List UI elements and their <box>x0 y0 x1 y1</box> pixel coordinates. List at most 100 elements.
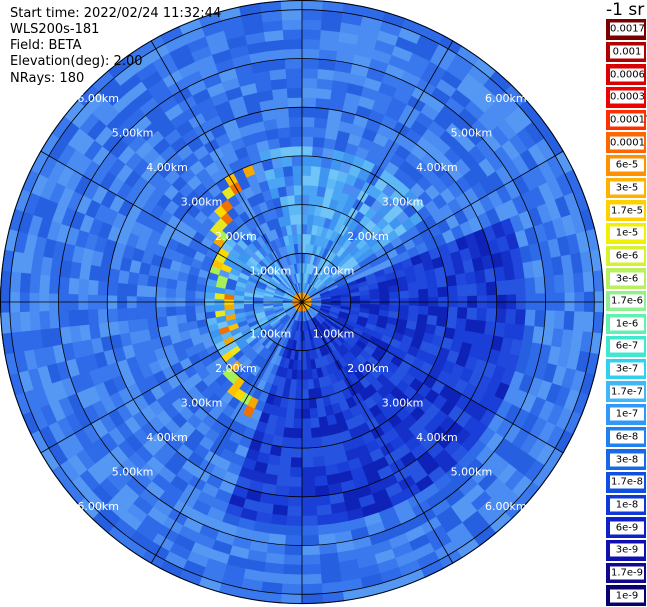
backscatter-cell <box>286 515 303 527</box>
colorbar-tick-label: 3e-6 <box>610 272 644 285</box>
backscatter-cell <box>87 279 99 296</box>
backscatter-cell <box>185 312 197 323</box>
colorbar-swatch: 0.001 <box>605 40 647 64</box>
backscatter-cell <box>543 310 556 329</box>
backscatter-cell <box>301 155 313 167</box>
backscatter-cell <box>573 311 585 332</box>
backscatter-cell <box>233 303 245 310</box>
backscatter-cell <box>388 304 400 313</box>
backscatter-cell <box>294 398 303 410</box>
backscatter-cell <box>295 214 303 225</box>
backscatter-cell <box>418 305 429 316</box>
backscatter-cell <box>29 310 41 331</box>
backscatter-cell <box>543 275 556 294</box>
colorbar-tick-label: 1e-6 <box>610 317 644 331</box>
backscatter-cell <box>314 485 330 497</box>
backscatter-cell <box>563 273 575 294</box>
backscatter-cell <box>275 117 291 129</box>
backscatter-cell <box>301 204 310 215</box>
backscatter-cell <box>436 316 448 328</box>
backscatter-cell <box>313 465 327 478</box>
range-ring-label: 3.00km <box>382 397 424 410</box>
backscatter-cell <box>297 243 303 254</box>
range-ring-label: 5.00km <box>451 127 493 140</box>
backscatter-cell <box>301 340 306 351</box>
backscatter-cell <box>301 428 312 439</box>
colorbar-tick-label: 3e-7 <box>610 362 644 376</box>
backscatter-cell <box>282 427 294 439</box>
backscatter-cell <box>195 311 207 321</box>
backscatter-cell <box>288 486 303 498</box>
colorbar-swatch: 1e-6 <box>605 312 647 336</box>
backscatter-cell <box>155 286 167 298</box>
backscatter-cell <box>505 308 517 325</box>
backscatter-cell <box>301 58 320 70</box>
colorbar-swatch: 1e-9 <box>605 584 647 607</box>
backscatter-cell <box>290 457 303 468</box>
backscatter-cell <box>296 223 303 235</box>
backscatter-cell <box>156 276 168 288</box>
backscatter-cell <box>284 48 303 60</box>
backscatter-cell <box>136 307 148 320</box>
backscatter-cell <box>310 427 322 439</box>
backscatter-cell <box>184 289 196 299</box>
backscatter-cell <box>436 276 448 288</box>
backscatter-cell <box>292 418 303 429</box>
colorbar-swatch: 1.7e-7 <box>605 380 647 404</box>
field-text: Field: BETA <box>10 38 82 53</box>
backscatter-cell <box>280 446 293 458</box>
backscatter-cell <box>77 309 90 326</box>
backscatter-cell <box>282 165 294 177</box>
range-ring-label: 1.00km <box>250 264 292 277</box>
colorbar-tick-label: 1e-5 <box>610 226 644 240</box>
backscatter-cell <box>534 309 546 328</box>
backscatter-cell <box>445 317 458 330</box>
backscatter-cell <box>19 272 31 293</box>
polar-grid: 1.00km 2.00km 3.00km 4.00km 5.00km 6.00km 1.00… <box>0 0 604 604</box>
colorbar-tick-label: 0.001 <box>610 45 644 59</box>
backscatter-cell <box>292 428 303 439</box>
backscatter-cell <box>301 534 320 546</box>
backscatter-cell <box>301 437 313 449</box>
backscatter-cell <box>294 204 303 215</box>
backscatter-cell <box>273 494 289 507</box>
azimuth-spoke <box>301 40 454 303</box>
backscatter-cell <box>301 9 323 21</box>
backscatter-cell <box>126 307 138 321</box>
backscatter-cell <box>269 68 287 81</box>
backscatter-cell <box>485 281 497 296</box>
backscatter-cell <box>293 408 303 420</box>
colorbar-tick-label: 1.7e-8 <box>610 475 644 489</box>
backscatter-cell <box>286 194 296 206</box>
backscatter-cell <box>204 304 216 313</box>
colorbar-tick-label: 6e-7 <box>610 339 644 353</box>
colorbar-swatch: 6e-5 <box>605 153 647 177</box>
colorbar-tick-label: 1.7e-9 <box>610 566 644 580</box>
backscatter-cell <box>38 274 51 294</box>
backscatter-cell <box>447 285 459 298</box>
colorbar-tick-label: 1.7e-6 <box>610 294 644 308</box>
backscatter-cell <box>9 311 22 333</box>
colorbar-swatch: 1.7e-6 <box>605 289 647 313</box>
backscatter-cell <box>456 307 468 320</box>
backscatter-cell <box>271 504 288 517</box>
backscatter-cell <box>146 317 159 330</box>
colorbar-tick-label: 3e-8 <box>610 453 644 467</box>
range-ring-label: 6.00km <box>77 92 119 105</box>
backscatter-cell <box>175 305 186 316</box>
backscatter-cell <box>270 513 288 526</box>
backscatter-cell <box>301 0 324 11</box>
colorbar-tick-label: 6e-9 <box>610 521 644 535</box>
range-ring-label: 3.00km <box>181 196 223 209</box>
backscatter-cell <box>301 418 312 429</box>
backscatter-cell <box>107 281 119 296</box>
backscatter-cell <box>301 350 307 361</box>
backscatter-cell <box>29 273 41 294</box>
backscatter-cell <box>155 306 167 318</box>
backscatter-cell <box>397 283 409 293</box>
colorbar-swatch: 0.00017 <box>605 108 647 132</box>
backscatter-cell <box>282 19 303 31</box>
range-ring-label: 2.00km <box>215 362 257 375</box>
colorbar-tick-label: 0.0003 <box>610 90 645 104</box>
colorbar-tick-label: 3e-5 <box>610 181 644 195</box>
